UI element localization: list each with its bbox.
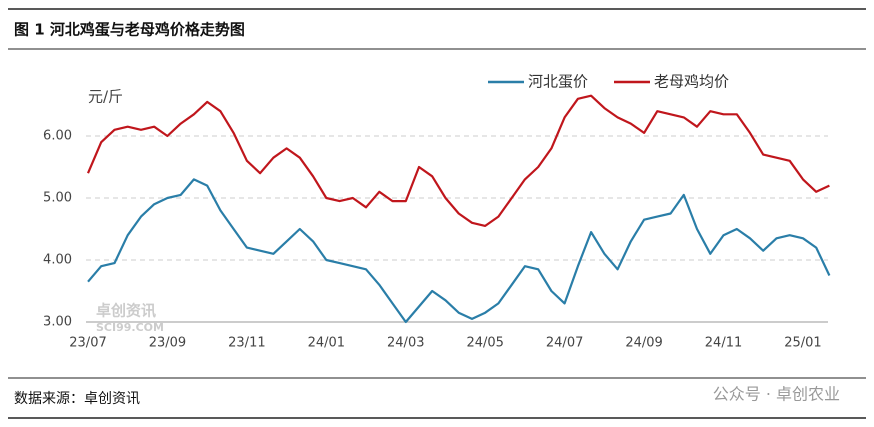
x-tick-label: 23/11 xyxy=(228,336,265,351)
legend-label: 老母鸡均价 xyxy=(654,73,729,91)
x-tick-label: 23/07 xyxy=(69,336,106,351)
title: 图 1 河北鸡蛋与老母鸡价格走势图 xyxy=(14,21,245,39)
watermark: SCI99.COM xyxy=(96,321,164,334)
x-tick-label: 24/11 xyxy=(705,336,742,351)
x-tick-label: 24/05 xyxy=(466,336,503,351)
x-tick-label: 24/01 xyxy=(308,336,345,351)
series-line xyxy=(86,94,830,227)
x-tick-label: 25/01 xyxy=(784,336,821,351)
source: 数据来源：卓创资讯 xyxy=(14,391,140,407)
unit-label: 元/斤 xyxy=(88,88,123,106)
series-line xyxy=(87,178,831,324)
x-tick-label: 24/03 xyxy=(387,336,424,351)
y-tick-label: 5.00 xyxy=(43,191,72,206)
wechat-label: 公众号 · 卓创农业 xyxy=(713,385,840,404)
watermark: 卓创资讯 xyxy=(96,302,156,320)
y-tick-label: 4.00 xyxy=(43,253,72,268)
x-tick-label: 24/07 xyxy=(546,336,583,351)
x-tick-label: 24/09 xyxy=(625,336,662,351)
legend-label: 河北蛋价 xyxy=(528,73,588,91)
y-tick-label: 3.00 xyxy=(43,315,72,330)
x-tick-label: 23/09 xyxy=(149,336,186,351)
y-tick-label: 6.00 xyxy=(43,129,72,144)
